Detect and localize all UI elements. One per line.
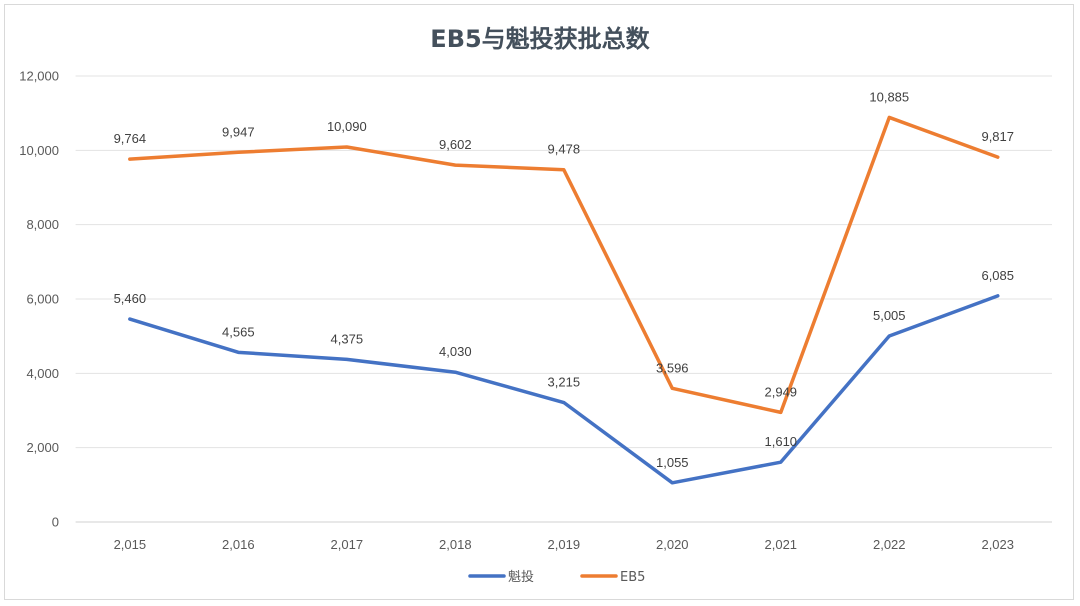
data-label: 5,460 — [114, 291, 147, 306]
data-label: 5,005 — [873, 308, 906, 323]
data-label: 3,596 — [656, 360, 689, 375]
series-group: 5,460 4,565 4,375 4,030 3,215 1,055 1,610 5,005… — [114, 89, 1014, 485]
data-label: 10,090 — [327, 119, 367, 134]
data-label: 4,030 — [439, 344, 472, 359]
x-tick-label: 2,021 — [765, 537, 798, 552]
chart-title: EB5与魁投获批总数 — [430, 25, 650, 53]
y-tick-label: 10,000 — [19, 143, 59, 158]
series-line — [128, 115, 1000, 415]
data-label: 4,565 — [222, 324, 255, 339]
x-axis: 2,015 2,016 2,017 2,018 2,019 2,020 2,021 2,022… — [114, 537, 1014, 552]
x-tick-label: 2,015 — [114, 537, 147, 552]
data-label: 10,885 — [869, 89, 909, 104]
y-axis: 0 2,000 4,000 6,000 8,000 10,000 12,000 — [19, 69, 59, 530]
y-tick-label: 6,000 — [26, 292, 59, 307]
data-point — [562, 168, 566, 172]
data-point — [236, 350, 240, 354]
legend-label: 魁投 — [508, 569, 534, 585]
data-point — [887, 115, 891, 119]
gridlines — [75, 75, 1052, 523]
x-tick-label: 2,016 — [222, 537, 255, 552]
y-tick-label: 8,000 — [26, 217, 59, 232]
data-label: 6,085 — [981, 268, 1014, 283]
data-label: 1,610 — [765, 434, 798, 449]
chart-frame — [4, 4, 1074, 600]
x-tick-label: 2,017 — [331, 537, 364, 552]
x-tick-label: 2,019 — [548, 537, 581, 552]
data-label: 9,478 — [548, 142, 581, 157]
data-label: 3,215 — [548, 375, 581, 390]
x-tick-label: 2,022 — [873, 537, 906, 552]
data-label: 9,602 — [439, 137, 472, 152]
data-point — [453, 370, 457, 374]
data-point — [345, 145, 349, 149]
data-point — [453, 163, 457, 167]
data-label: 9,817 — [981, 129, 1014, 144]
y-tick-label: 0 — [52, 515, 59, 530]
x-tick-label: 2,020 — [656, 537, 689, 552]
series-魁投: 5,460 4,565 4,375 4,030 3,215 1,055 1,610 5,005… — [114, 268, 1014, 485]
data-label: 2,949 — [765, 384, 798, 399]
data-point — [345, 357, 349, 361]
legend: 魁投 EB5 — [468, 569, 645, 585]
y-tick-label: 12,000 — [19, 69, 59, 84]
y-tick-label: 4,000 — [26, 366, 59, 381]
data-point — [670, 481, 674, 485]
data-point — [670, 386, 674, 390]
data-label: 4,375 — [331, 331, 364, 346]
data-point — [779, 460, 783, 464]
data-point — [887, 334, 891, 338]
data-label: 1,055 — [656, 455, 689, 470]
x-tick-label: 2,023 — [981, 537, 1014, 552]
data-point — [996, 294, 1000, 298]
x-tick-label: 2,018 — [439, 537, 472, 552]
data-point — [128, 157, 132, 161]
data-point — [236, 150, 240, 154]
data-label: 9,947 — [222, 124, 255, 139]
y-tick-label: 2,000 — [26, 440, 59, 455]
series-EB5: 9,764 9,947 10,090 9,602 9,478 3,596 2,949 10,8… — [114, 89, 1014, 415]
legend-label: EB5 — [620, 570, 645, 585]
data-label: 9,764 — [114, 131, 147, 146]
data-point — [128, 317, 132, 321]
data-point — [996, 155, 1000, 159]
data-point — [562, 401, 566, 405]
data-point — [779, 410, 783, 414]
